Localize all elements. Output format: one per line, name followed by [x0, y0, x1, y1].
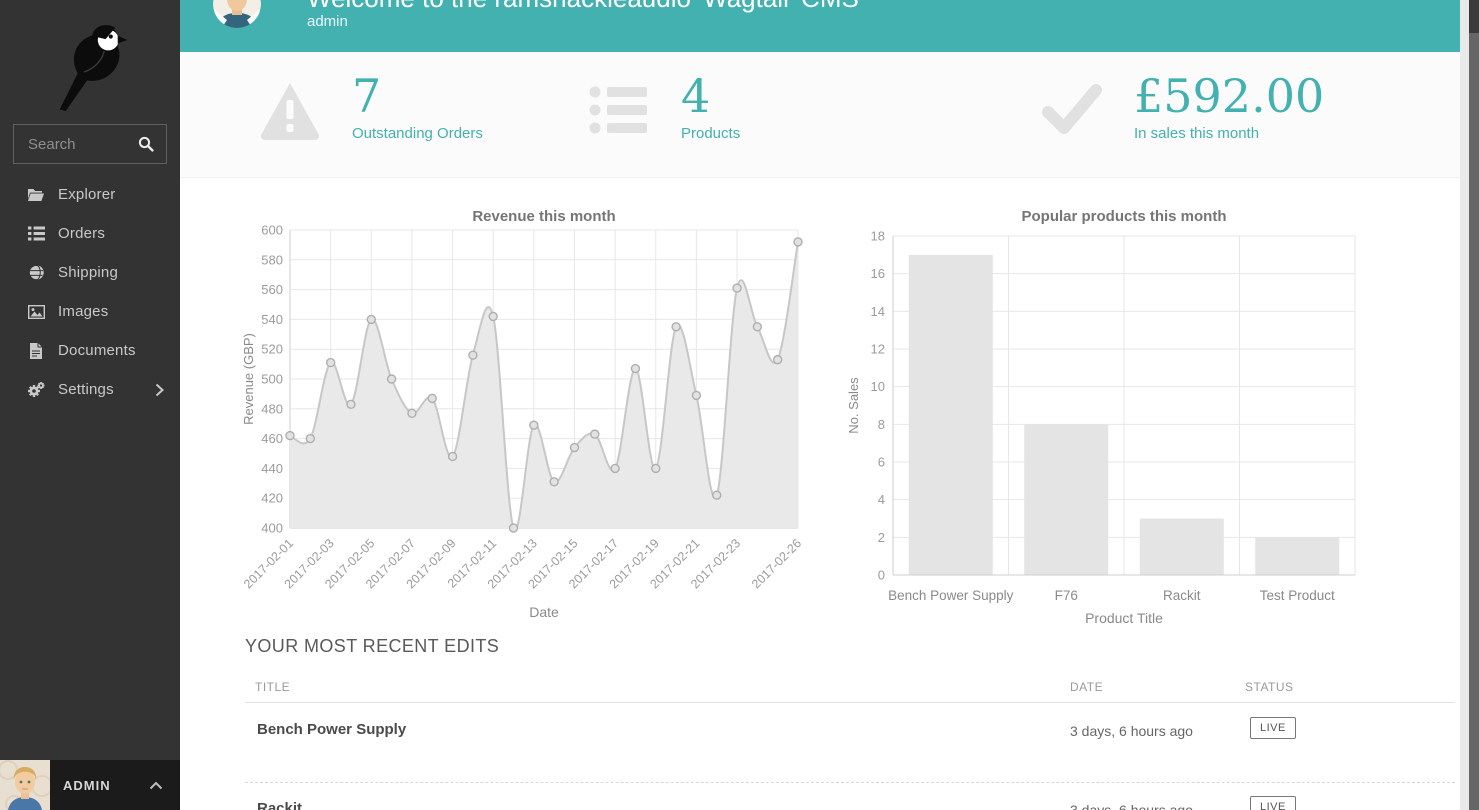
- column-header-status: STATUS: [1245, 680, 1294, 694]
- chevron-up-icon: [149, 781, 163, 790]
- main-content: 7 Outstanding Orders 4 Prod: [180, 52, 1460, 810]
- svg-text:Test Product: Test Product: [1260, 588, 1335, 603]
- svg-text:F76: F76: [1055, 588, 1078, 603]
- header-username: admin: [307, 13, 348, 30]
- column-header-title: TITLE: [255, 680, 291, 694]
- sidebar-item-label: Settings: [58, 381, 114, 398]
- svg-text:Revenue this month: Revenue this month: [472, 208, 615, 225]
- user-avatar: [213, 0, 261, 28]
- edit-title[interactable]: Rackit: [257, 800, 303, 810]
- admin-avatar: [0, 760, 53, 810]
- svg-text:0: 0: [878, 568, 885, 583]
- scrollbar-thumb[interactable]: [1469, 33, 1479, 810]
- sidebar-item-label: Images: [58, 303, 109, 320]
- table-row[interactable]: Rackit 3 days, 6 hours ago LIVE: [245, 782, 1455, 810]
- stat-label: In sales this month: [1134, 125, 1260, 142]
- sidebar-item-label: Shipping: [58, 264, 118, 281]
- svg-text:580: 580: [261, 252, 283, 267]
- svg-text:440: 440: [261, 461, 283, 476]
- stats-row: 7 Outstanding Orders 4 Prod: [180, 52, 1460, 178]
- revenue-chart: 400 420 440 460 480 500 520 540 560 580 600 2017-02…: [241, 208, 804, 620]
- svg-text:No. Sales: No. Sales: [846, 377, 861, 434]
- chevron-right-icon: [155, 383, 164, 397]
- svg-text:460: 460: [261, 431, 283, 446]
- svg-text:18: 18: [871, 229, 885, 244]
- sidebar-item-documents[interactable]: Documents: [0, 331, 180, 370]
- sidebar-menu: Explorer Orders Shipping Images: [0, 175, 180, 409]
- svg-text:600: 600: [261, 223, 283, 238]
- gears-icon: [27, 381, 45, 398]
- list-icon: [27, 226, 45, 241]
- document-icon: [27, 342, 45, 359]
- column-header-date: DATE: [1070, 680, 1104, 694]
- folder-open-icon: [27, 187, 45, 202]
- edit-title[interactable]: Bench Power Supply: [257, 721, 407, 738]
- account-label: ADMIN: [63, 777, 111, 793]
- edit-date: 3 days, 6 hours ago: [1070, 802, 1193, 810]
- stat-label: Outstanding Orders: [352, 125, 483, 142]
- stat-value: £592.00: [1134, 69, 1325, 123]
- status-badge[interactable]: LIVE: [1250, 796, 1296, 810]
- sidebar-item-images[interactable]: Images: [0, 292, 180, 331]
- sidebar-item-settings[interactable]: Settings: [0, 370, 180, 409]
- table-row[interactable]: Bench Power Supply 3 days, 6 hours ago L…: [245, 703, 1455, 783]
- svg-text:Bench Power Supply: Bench Power Supply: [888, 588, 1014, 603]
- account-bar[interactable]: ADMIN: [0, 760, 180, 810]
- sidebar-item-orders[interactable]: Orders: [0, 214, 180, 253]
- svg-text:Revenue (GBP): Revenue (GBP): [241, 333, 256, 425]
- stat-sales[interactable]: £592.00 In sales this month: [1040, 70, 1324, 142]
- svg-text:8: 8: [878, 417, 885, 432]
- svg-text:Product Title: Product Title: [1085, 610, 1163, 626]
- stat-value: 4: [681, 69, 711, 123]
- stat-value: 7: [352, 69, 382, 123]
- svg-text:14: 14: [871, 304, 885, 319]
- svg-text:560: 560: [261, 282, 283, 297]
- welcome-title: Welcome to the ramshackleaudio 'Wagtail'…: [307, 0, 859, 14]
- search-box: [13, 124, 167, 164]
- sidebar-item-label: Orders: [58, 225, 106, 242]
- svg-text:500: 500: [261, 372, 283, 387]
- svg-text:400: 400: [261, 521, 283, 536]
- popular-products-chart: 0 2 4 6 8 10 12 14 16 18 Bench Power Supply F76 Rack…: [846, 208, 1356, 626]
- status-badge[interactable]: LIVE: [1250, 717, 1296, 739]
- svg-text:Date: Date: [529, 604, 559, 620]
- sidebar: Explorer Orders Shipping Images: [0, 0, 180, 810]
- svg-text:2: 2: [878, 530, 885, 545]
- list-icon: [587, 78, 651, 142]
- sidebar-item-label: Explorer: [58, 186, 116, 203]
- svg-text:12: 12: [871, 342, 885, 357]
- check-icon: [1040, 78, 1104, 142]
- edit-date: 3 days, 6 hours ago: [1070, 723, 1193, 739]
- recent-edits-heading: YOUR MOST RECENT EDITS: [245, 636, 500, 656]
- sidebar-item-shipping[interactable]: Shipping: [0, 253, 180, 292]
- svg-text:Popular products this month: Popular products this month: [1022, 208, 1227, 225]
- svg-text:6: 6: [878, 455, 885, 470]
- scrollbar-top-cap: [1469, 0, 1479, 33]
- svg-text:520: 520: [261, 342, 283, 357]
- svg-text:16: 16: [871, 266, 885, 281]
- svg-text:Rackit: Rackit: [1163, 588, 1201, 603]
- wagtail-logo: [0, 16, 180, 121]
- recent-edits: YOUR MOST RECENT EDITS TITLE DATE STATUS…: [245, 636, 1455, 810]
- svg-text:480: 480: [261, 401, 283, 416]
- stat-label: Products: [681, 125, 741, 142]
- search-icon[interactable]: [138, 136, 154, 152]
- header: Welcome to the ramshackleaudio 'Wagtail'…: [180, 0, 1460, 52]
- svg-text:420: 420: [261, 491, 283, 506]
- sidebar-item-label: Documents: [58, 342, 136, 359]
- search-input[interactable]: [14, 135, 138, 153]
- image-icon: [27, 304, 45, 319]
- stat-outstanding-orders[interactable]: 7 Outstanding Orders: [258, 70, 483, 142]
- scrollbar[interactable]: [1460, 0, 1479, 810]
- globe-icon: [27, 264, 45, 281]
- table-header-divider: [245, 702, 1455, 703]
- stat-products[interactable]: 4 Products: [587, 70, 740, 142]
- svg-text:10: 10: [871, 379, 885, 394]
- svg-text:4: 4: [878, 492, 885, 507]
- sidebar-item-explorer[interactable]: Explorer: [0, 175, 180, 214]
- svg-text:540: 540: [261, 312, 283, 327]
- svg-text:2017-02-26: 2017-02-26: [749, 536, 804, 591]
- warning-icon: [258, 78, 322, 142]
